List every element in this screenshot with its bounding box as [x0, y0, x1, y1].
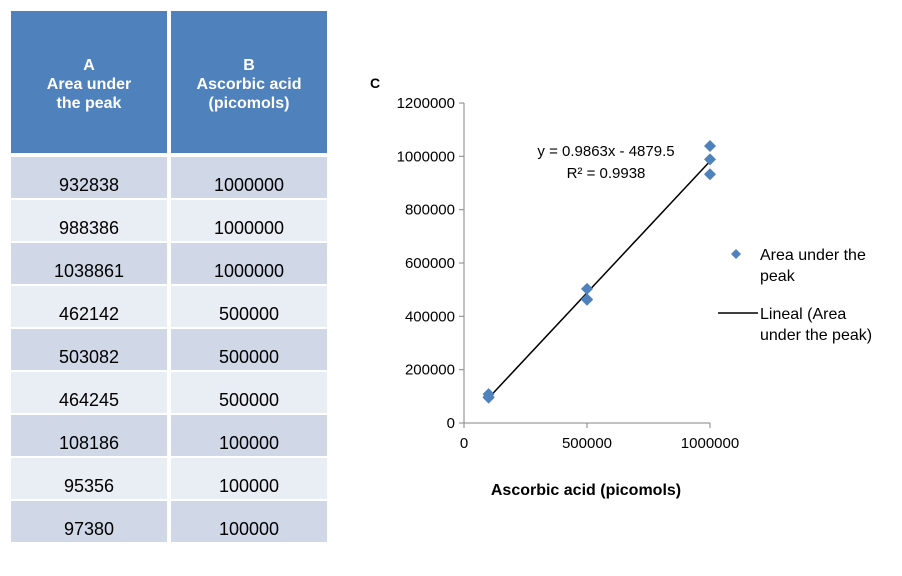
cell-area: 503082 — [11, 329, 167, 370]
data-points — [482, 139, 716, 404]
cell-area: 464245 — [11, 372, 167, 413]
cell-ascorbic: 500000 — [171, 372, 327, 413]
legend-label-series: Area under the — [760, 247, 866, 264]
y-tick-label: 1200000 — [397, 95, 455, 112]
scatter-chart: C 0 200000 400000 600000 800000 1000000 120000… — [330, 60, 902, 520]
data-point — [581, 293, 593, 306]
cell-area: 988386 — [11, 200, 167, 241]
y-tick-label: 400000 — [405, 308, 455, 325]
x-tick-label: 1000000 — [681, 435, 739, 452]
cell-area: 1038861 — [11, 243, 167, 284]
r-squared: R² = 0.9938 — [567, 165, 646, 182]
table-row: 932838 1000000 — [11, 157, 327, 198]
legend-label-trendline: under the peak) — [760, 327, 872, 344]
cell-area: 97380 — [11, 501, 167, 542]
cell-ascorbic: 1000000 — [171, 243, 327, 284]
y-axis-ticks: 0 200000 400000 600000 800000 1000000 1200000 — [397, 95, 464, 432]
cell-ascorbic: 100000 — [171, 458, 327, 499]
cell-ascorbic: 100000 — [171, 415, 327, 456]
header-label: Area under — [46, 75, 132, 93]
cell-ascorbic: 500000 — [171, 286, 327, 327]
legend: Area under the peak Lineal (Area under t… — [718, 247, 872, 344]
y-tick-label: 0 — [447, 415, 455, 432]
header-label: (picomols) — [208, 94, 290, 112]
table-row: 95356 100000 — [11, 458, 327, 499]
data-point — [482, 391, 495, 404]
table-row: 108186 100000 — [11, 415, 327, 456]
table-body: 932838 1000000 988386 1000000 1038861 10… — [11, 157, 327, 542]
table-row: 988386 1000000 — [11, 200, 327, 241]
header-letter: A — [83, 56, 95, 74]
data-point — [704, 153, 716, 166]
x-axis-ticks: 0 500000 1000000 — [460, 423, 739, 452]
cell-area: 932838 — [11, 157, 167, 198]
trendline — [488, 160, 711, 399]
table-row: 97380 100000 — [11, 501, 327, 542]
y-tick-label: 800000 — [405, 202, 455, 219]
data-point — [704, 168, 716, 181]
header-column-b: B Ascorbic acid (picomols) — [171, 11, 327, 153]
legend-label-series: peak — [760, 268, 796, 285]
header-divider — [11, 153, 327, 157]
table-row: 1038861 1000000 — [11, 243, 327, 284]
cell-ascorbic: 100000 — [171, 501, 327, 542]
header-column-a: A Area under the peak — [11, 11, 167, 153]
trendline-equation: y = 0.9863x - 4879.5 — [537, 143, 674, 160]
cell-ascorbic: 1000000 — [171, 157, 327, 198]
data-point — [704, 139, 716, 152]
header-letter: B — [243, 56, 255, 74]
header-label: the peak — [56, 94, 122, 112]
cell-ascorbic: 1000000 — [171, 200, 327, 241]
cell-area: 95356 — [11, 458, 167, 499]
table-row: 462142 500000 — [11, 286, 327, 327]
cell-ascorbic: 500000 — [171, 329, 327, 370]
data-table: A Area under the peak B Ascorbic acid (p… — [11, 11, 327, 542]
cell-area: 108186 — [11, 415, 167, 456]
y-tick-label: 600000 — [405, 255, 455, 272]
table-header: A Area under the peak B Ascorbic acid (p… — [11, 11, 327, 153]
legend-diamond-icon — [731, 249, 741, 259]
chart-svg: C 0 200000 400000 600000 800000 1000000 120000… — [370, 75, 872, 499]
x-tick-label: 500000 — [562, 435, 612, 452]
x-axis-title: Ascorbic acid (picomols) — [491, 482, 681, 499]
cell-area: 462142 — [11, 286, 167, 327]
x-tick-label: 0 — [460, 435, 468, 452]
table-row: 503082 500000 — [11, 329, 327, 370]
header-label: Ascorbic acid — [196, 75, 302, 93]
table-row: 464245 500000 — [11, 372, 327, 413]
panel-label: C — [370, 75, 380, 91]
data-point — [581, 282, 593, 295]
y-tick-label: 1000000 — [397, 148, 455, 165]
legend-label-trendline: Lineal (Area — [760, 306, 846, 323]
y-tick-label: 200000 — [405, 362, 455, 379]
